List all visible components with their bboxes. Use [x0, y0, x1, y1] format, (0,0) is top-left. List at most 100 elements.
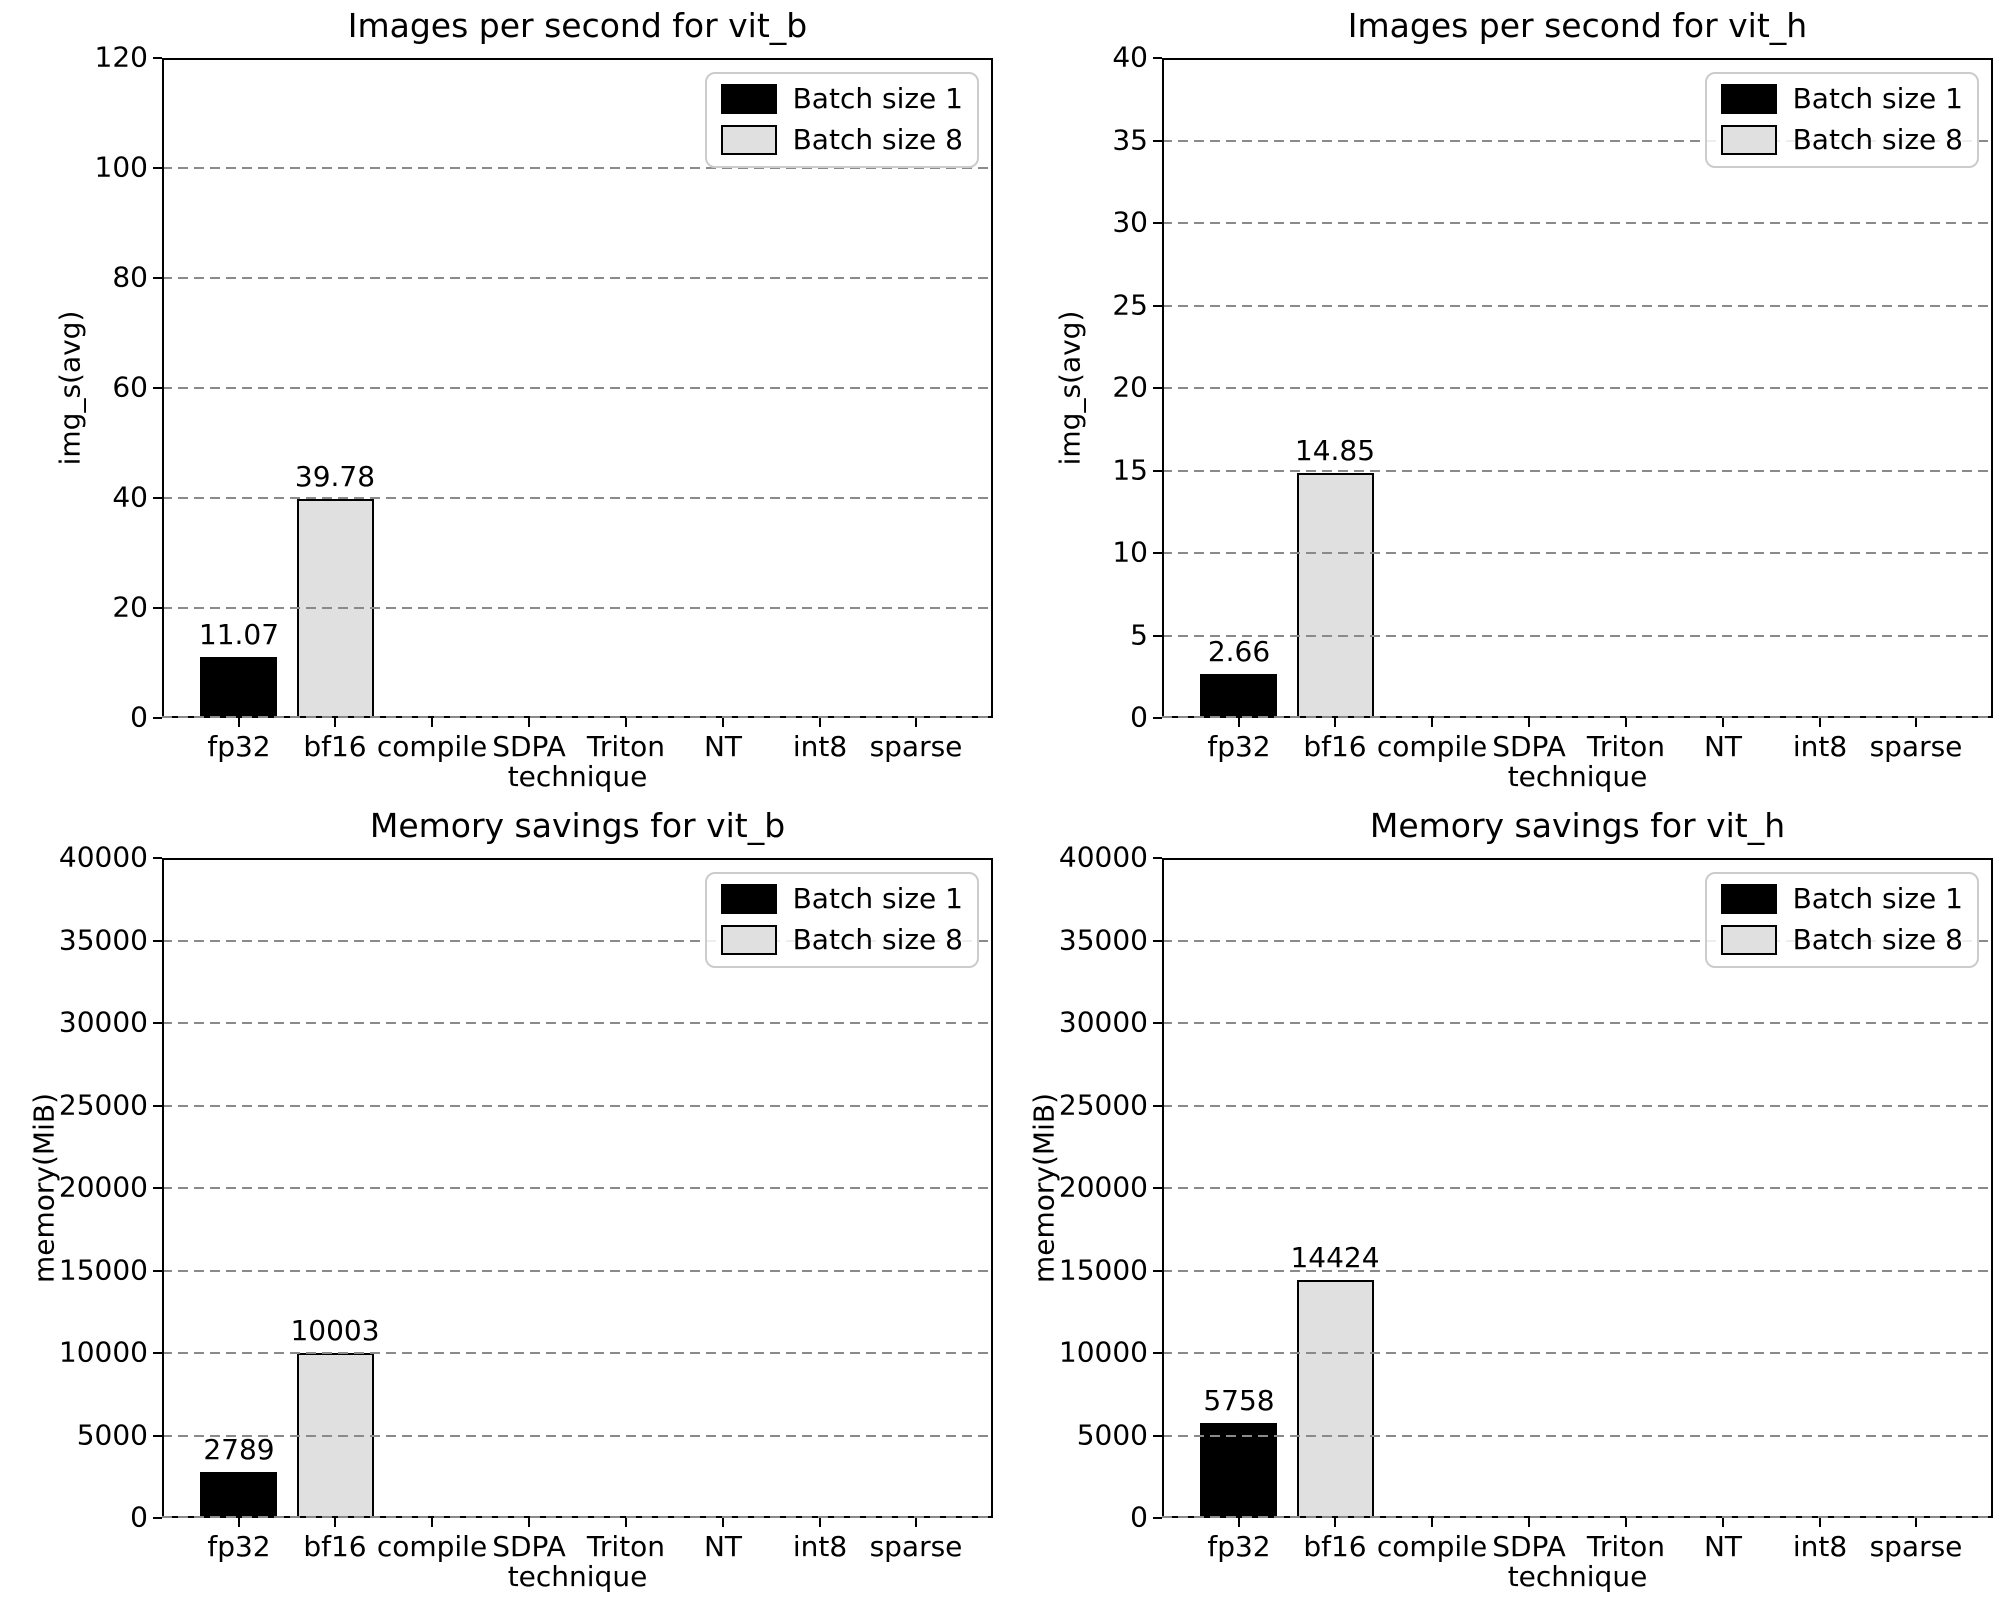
subplot-images-per-second-vit-h: Images per second for vit_h img_s(avg) t… — [1000, 0, 2000, 800]
x-tick-mark — [431, 718, 433, 727]
y-tick-mark — [153, 1435, 162, 1437]
y-tick-label: 15 — [1112, 453, 1148, 487]
legend-item: Batch size 1 — [1720, 83, 1963, 115]
x-tick-label: SDPA — [1492, 730, 1566, 763]
x-tick-mark — [238, 718, 240, 727]
x-tick-label: sparse — [1869, 730, 1963, 763]
y-tick-label: 10 — [1112, 535, 1148, 569]
bar-bf16 — [1297, 1280, 1374, 1518]
x-tick-mark — [819, 1518, 821, 1527]
x-tick-mark — [1819, 718, 1821, 727]
y-tick-mark — [1153, 140, 1162, 142]
legend-item: Batch size 8 — [1720, 124, 1963, 156]
x-tick-label: int8 — [792, 1530, 848, 1563]
grid-line — [1162, 387, 1993, 389]
y-tick-mark — [153, 857, 162, 859]
y-tick-label: 35000 — [1058, 923, 1148, 957]
y-tick-label: 120 — [94, 40, 148, 74]
y-tick-label: 25000 — [58, 1088, 148, 1122]
grid-line — [1162, 552, 1993, 554]
y-tick-label: 10000 — [58, 1335, 148, 1369]
legend-swatch — [1720, 884, 1777, 915]
y-tick-label: 5 — [1130, 618, 1148, 652]
x-tick-mark — [1528, 1518, 1530, 1527]
y-tick-mark — [1153, 635, 1162, 637]
x-tick-mark — [1819, 1518, 1821, 1527]
plot-area: 5758 14424 Batch size 1 Batch size 8 — [1162, 858, 1993, 1518]
x-tick-label: SDPA — [1492, 1530, 1566, 1563]
bar-value-label: 39.78 — [294, 460, 376, 494]
grid-line — [1162, 1270, 1993, 1272]
bar-bf16 — [1297, 473, 1374, 718]
y-tick-mark — [153, 940, 162, 942]
y-tick-label: 60 — [112, 370, 148, 404]
y-tick-mark — [153, 1022, 162, 1024]
x-tick-mark — [1915, 1518, 1917, 1527]
x-tick-mark — [1528, 718, 1530, 727]
bar-fp32 — [200, 1472, 277, 1518]
grid-line — [1162, 1516, 1993, 1518]
y-tick-label: 15000 — [58, 1253, 148, 1287]
grid-line — [162, 940, 993, 942]
y-tick-label: 80 — [112, 260, 148, 294]
x-tick-label: compile — [376, 730, 488, 763]
grid-line — [1162, 1435, 1993, 1437]
grid-line — [162, 607, 993, 609]
bar-value-label: 14.85 — [1294, 434, 1376, 468]
x-tick-label: NT — [703, 1530, 743, 1563]
y-tick-label: 0 — [1130, 1500, 1148, 1534]
x-tick-mark — [722, 1518, 724, 1527]
x-axis-label: technique — [507, 760, 648, 793]
legend-label: Batch size 8 — [792, 922, 963, 956]
y-tick-mark — [1153, 222, 1162, 224]
y-tick-mark — [1153, 1270, 1162, 1272]
x-tick-mark — [1334, 1518, 1336, 1527]
chart-title: Images per second for vit_b — [347, 6, 808, 45]
y-tick-mark — [1153, 940, 1162, 942]
y-tick-label: 30 — [1112, 205, 1148, 239]
chart-title: Memory savings for vit_b — [369, 806, 786, 845]
y-tick-label: 10000 — [1058, 1335, 1148, 1369]
legend: Batch size 1 Batch size 8 — [704, 872, 979, 968]
grid-line — [162, 167, 993, 169]
x-tick-label: bf16 — [1303, 1530, 1367, 1563]
y-tick-label: 40 — [112, 480, 148, 514]
grid-line — [162, 1352, 993, 1354]
legend-swatch — [720, 925, 777, 956]
y-tick-mark — [1153, 387, 1162, 389]
y-tick-mark — [153, 1517, 162, 1519]
x-tick-label: int8 — [792, 730, 848, 763]
bar-value-label: 2789 — [203, 1433, 275, 1467]
legend-swatch — [1720, 925, 1777, 956]
x-tick-label: bf16 — [303, 1530, 367, 1563]
y-tick-label: 15000 — [1058, 1253, 1148, 1287]
legend: Batch size 1 Batch size 8 — [704, 72, 979, 168]
grid-line — [162, 1270, 993, 1272]
y-tick-label: 0 — [1130, 700, 1148, 734]
chart-title: Memory savings for vit_h — [1369, 806, 1786, 845]
grid-line — [1162, 635, 1993, 637]
x-tick-label: bf16 — [1303, 730, 1367, 763]
y-tick-mark — [1153, 717, 1162, 719]
legend-item: Batch size 8 — [720, 122, 963, 156]
y-tick-label: 30000 — [1058, 1005, 1148, 1039]
legend-label: Batch size 8 — [792, 122, 963, 156]
grid-line — [162, 277, 993, 279]
legend-swatch — [720, 84, 777, 115]
x-tick-mark — [915, 1518, 917, 1527]
y-tick-mark — [153, 607, 162, 609]
subplot-memory-savings-vit-h: Memory savings for vit_h memory(MiB) tec… — [1000, 800, 2000, 1600]
x-tick-mark — [1334, 718, 1336, 727]
y-tick-mark — [153, 57, 162, 59]
grid-line — [162, 1516, 993, 1518]
x-tick-mark — [1722, 718, 1724, 727]
grid-line — [162, 497, 993, 499]
legend-swatch — [1720, 84, 1777, 115]
grid-line — [1162, 140, 1993, 142]
x-tick-mark — [1431, 1518, 1433, 1527]
x-tick-label: compile — [1376, 1530, 1488, 1563]
x-tick-label: Triton — [1586, 730, 1666, 763]
legend-label: Batch size 8 — [1792, 922, 1963, 956]
x-tick-label: compile — [376, 1530, 488, 1563]
x-tick-label: fp32 — [207, 1530, 271, 1563]
